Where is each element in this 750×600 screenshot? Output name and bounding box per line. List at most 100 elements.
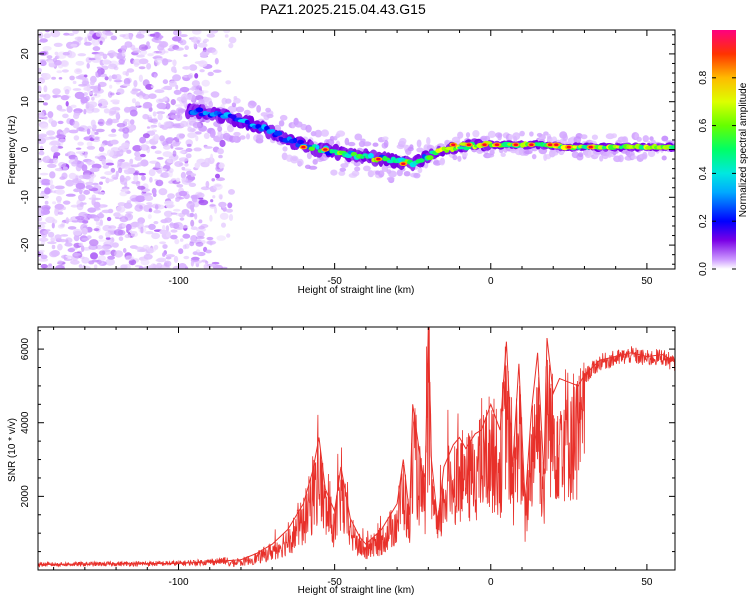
- spectrogram-halo-blob: [336, 130, 346, 137]
- spectrogram-noise-blob: [100, 143, 106, 148]
- spectrogram-halo-blob: [580, 134, 588, 140]
- spectrogram-noise-blob: [179, 238, 184, 242]
- spectrogram-halo-blob: [265, 107, 271, 113]
- spectrogram-noise-blob: [198, 225, 205, 230]
- spectrogram-noise-blob: [83, 92, 88, 96]
- spectrogram-noise-blob: [159, 135, 165, 142]
- spectrogram-noise-blob: [119, 34, 126, 38]
- spectrogram-noise-blob: [39, 145, 44, 152]
- spectrogram-y-tick-label: 0: [20, 146, 31, 152]
- snr-y-tick-label: 2000: [20, 485, 31, 508]
- spectrogram-noise-blob: [175, 198, 180, 202]
- spectrogram-noise-blob: [136, 31, 142, 37]
- spectrogram-ridge-core: [297, 139, 304, 145]
- spectrogram-noise-blob: [72, 80, 77, 85]
- snr-series-line: [38, 327, 675, 565]
- spectrogram-noise-blob: [196, 85, 202, 90]
- spectrogram-noise-blob: [205, 180, 210, 188]
- spectrogram-halo-blob: [320, 129, 329, 137]
- spectrogram-noise-blob: [107, 63, 118, 70]
- spectrogram-ridge-core: [269, 129, 276, 133]
- spectrogram-noise-blob: [41, 73, 51, 80]
- spectrogram-halo-blob: [340, 163, 349, 168]
- spectrogram-noise-blob: [73, 234, 80, 242]
- spectrogram-noise-blob: [183, 255, 190, 260]
- spectrogram-noise-blob: [147, 246, 157, 253]
- spectrogram-noise-blob: [191, 80, 200, 87]
- spectrogram-noise-blob: [71, 254, 79, 261]
- spectrogram-noise-blob: [38, 111, 45, 119]
- spectrogram-noise-blob: [142, 101, 153, 109]
- spectrogram-noise-blob: [164, 260, 172, 267]
- spectrogram-noise-blob: [71, 178, 82, 184]
- spectrogram-halo-blob: [626, 149, 633, 158]
- spectrogram-noise-blob: [110, 35, 118, 41]
- spectrogram-noise-blob: [131, 180, 141, 185]
- spectrogram-noise-blob: [113, 229, 124, 236]
- spectrogram-noise-blob: [62, 166, 68, 171]
- spectrogram-noise-blob: [137, 162, 143, 167]
- spectrogram-noise-blob: [74, 68, 83, 75]
- spectrogram-noise-blob: [78, 264, 83, 268]
- spectrogram-ridge-core: [308, 146, 315, 151]
- spectrogram-noise-blob: [131, 98, 137, 104]
- spectrogram-noise-blob: [150, 85, 155, 88]
- spectrogram-noise-blob: [91, 108, 100, 113]
- spectrogram-noise-blob: [66, 41, 75, 49]
- spectrogram-halo-blob: [329, 135, 335, 142]
- spectrogram-noise-blob: [38, 133, 48, 138]
- spectrogram-halo-blob: [618, 154, 624, 163]
- spectrogram-noise-blob: [205, 249, 212, 254]
- spectrogram-noise-blob: [150, 126, 155, 129]
- spectrogram-noise-blob: [38, 67, 42, 73]
- spectrogram-noise-blob: [120, 45, 128, 51]
- spectrogram-noise-blob: [46, 130, 56, 136]
- spectrogram-halo-blob: [354, 133, 363, 141]
- spectrogram-noise-blob: [92, 207, 101, 211]
- snr-x-tick-label: -100: [169, 577, 189, 588]
- spectrogram-noise-blob: [189, 212, 194, 218]
- spectrogram-noise-blob: [148, 169, 156, 177]
- spectrogram-noise-blob: [138, 74, 143, 83]
- spectrogram-noise-blob: [165, 225, 170, 232]
- spectrogram-noise-blob: [210, 199, 214, 203]
- spectrogram-halo-blob: [177, 108, 186, 113]
- spectrogram-noise-blob: [52, 95, 58, 99]
- chart-title: PAZ1.2025.215.04.43.G15: [260, 1, 426, 17]
- spectrogram-noise-blob: [192, 251, 198, 256]
- spectrogram-halo-blob: [308, 165, 318, 170]
- spectrogram-noise-blob: [134, 151, 141, 157]
- spectrogram-noise-blob: [90, 252, 98, 260]
- spectrogram-noise-blob: [110, 147, 120, 152]
- spectrogram-noise-blob: [119, 191, 128, 197]
- spectrogram-halo-blob: [591, 134, 599, 140]
- spectrogram-noise-blob: [122, 248, 127, 253]
- colorbar-label: Normalized spectral amplitude: [738, 82, 749, 217]
- spectrogram-noise-blob: [142, 133, 150, 139]
- spectrogram-noise-blob: [97, 191, 106, 195]
- spectrogram-noise-blob: [103, 108, 110, 114]
- spectrogram-noise-blob: [93, 201, 101, 209]
- spectrogram-noise-blob: [73, 188, 81, 193]
- spectrogram-noise-blob: [94, 136, 100, 140]
- spectrogram-noise-blob: [227, 105, 238, 113]
- spectrogram-noise-blob: [171, 36, 182, 42]
- spectrogram-noise-blob: [94, 93, 98, 97]
- spectrogram-noise-blob: [83, 87, 92, 91]
- spectrogram-noise-blob: [171, 66, 177, 73]
- spectrogram-noise-blob: [95, 31, 102, 37]
- spectrogram-noise-blob: [104, 76, 109, 81]
- spectrogram-noise-blob: [134, 155, 142, 161]
- spectrogram-noise-blob: [70, 104, 77, 109]
- spectrogram-noise-blob: [169, 111, 175, 119]
- spectrogram-noise-blob: [62, 200, 71, 205]
- spectrogram-noise-blob: [173, 30, 182, 36]
- spectrogram-halo-blob: [416, 139, 422, 148]
- spectrogram-halo-blob: [495, 132, 503, 139]
- spectrogram-noise-blob: [189, 204, 195, 211]
- spectrogram-noise-blob: [81, 164, 88, 172]
- spectrogram-noise-blob: [172, 150, 177, 157]
- spectrogram-halo-blob: [174, 113, 183, 122]
- spectrogram-noise-blob: [82, 174, 92, 180]
- spectrogram-noise-blob: [143, 253, 153, 260]
